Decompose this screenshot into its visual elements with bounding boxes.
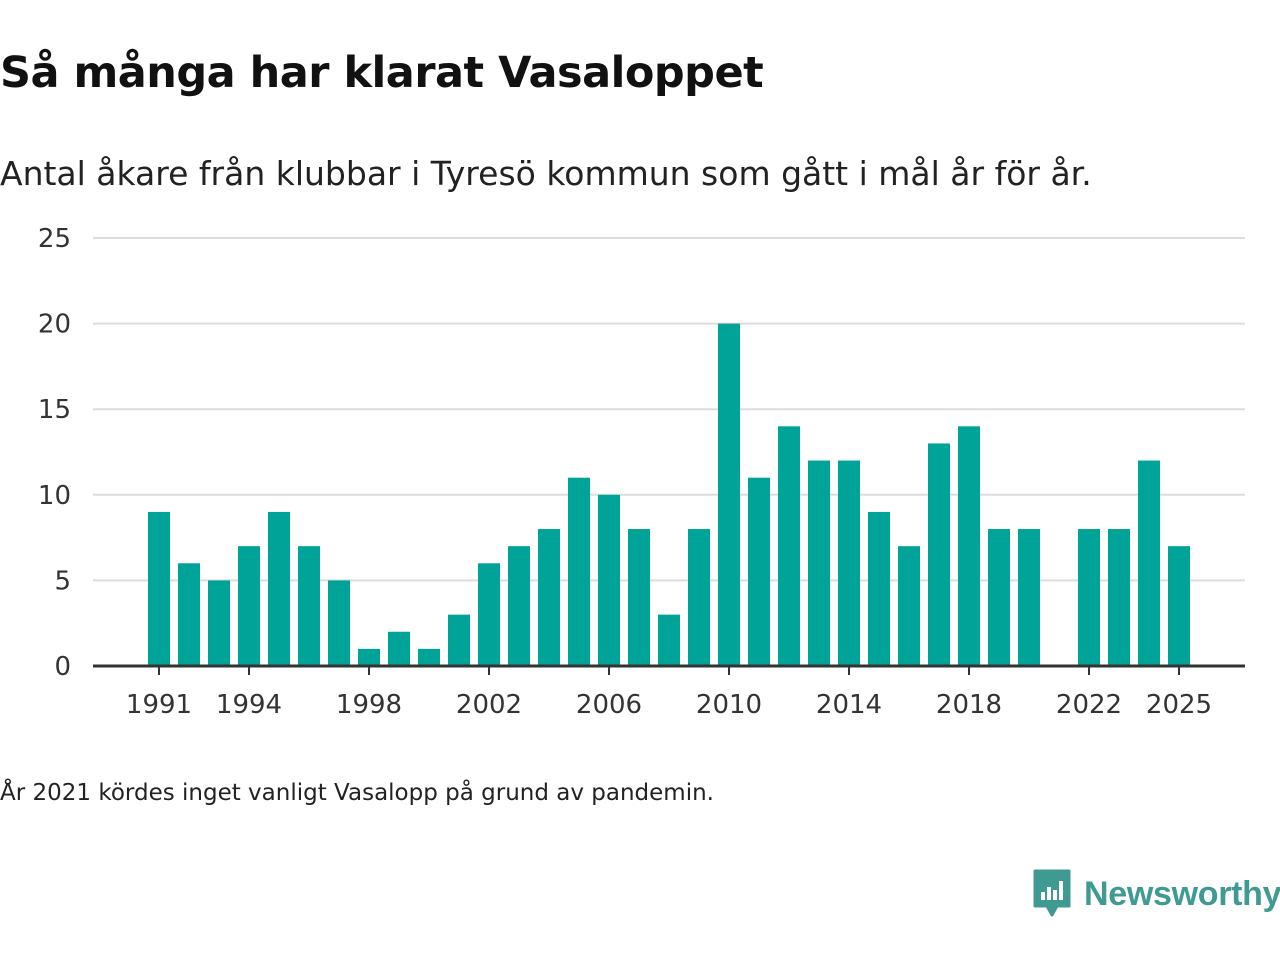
bar-1996 [298,546,320,666]
x-tick-label: 1991 [126,690,192,720]
bar-2009 [688,529,710,666]
bar-2016 [898,546,920,666]
bar-2000 [418,648,440,666]
bar-2007 [628,529,650,666]
bar-2001 [448,614,470,666]
bar-1991 [148,511,170,666]
bar-2023 [1108,529,1130,666]
bar-2025 [1168,546,1190,666]
x-tick-label: 2002 [456,690,522,720]
bar-2024 [1138,460,1160,666]
grid-lines [93,237,1245,582]
bar-2020 [1018,529,1040,666]
bar-1994 [238,546,260,666]
y-axis-labels: 0 5 10 15 20 25 [38,224,71,682]
x-tick-label: 2025 [1146,690,1212,720]
bar-1992 [178,563,200,666]
x-axis-labels: 1991 1994 1998 2002 2006 2010 2014 2018 2022 2025 [126,690,1212,720]
bar-2012 [778,426,800,666]
x-tick-label: 2006 [576,690,642,720]
bar-1999 [388,631,410,666]
brand-name: Newsworthy [1084,874,1280,913]
x-tick-label: 2014 [816,690,882,720]
bar-2013 [808,460,830,666]
bar-2018 [958,426,980,666]
bar-2008 [658,614,680,666]
x-tick-label: 2018 [936,690,1002,720]
bar-1995 [268,511,290,666]
bar-2017 [928,443,950,666]
bar-2002 [478,563,500,666]
x-tick-label: 1994 [216,690,282,720]
x-tick-label: 2010 [696,690,762,720]
chart-footnote: År 2021 kördes inget vanligt Vasalopp på… [0,780,714,806]
y-tick-label: 5 [54,566,71,596]
bar-2014 [838,460,860,666]
bar-2022 [1078,529,1100,666]
x-tick-label: 2022 [1056,690,1122,720]
chart-subtitle: Antal åkare från klubbar i Tyresö kommun… [0,154,1092,193]
bar-1998 [358,648,380,666]
y-tick-label: 15 [38,395,71,425]
bar-2015 [868,511,890,666]
newsworthy-logo-icon [1033,869,1071,917]
bar-2010 [718,323,740,666]
bar-2011 [748,477,770,666]
bars [148,323,1190,666]
bar-2006 [598,494,620,666]
bar-2005 [568,477,590,666]
y-tick-label: 25 [38,224,71,254]
y-tick-label: 10 [38,481,71,511]
brand-logo: Newsworthy [1032,866,1280,922]
chart-title: Så många har klarat Vasaloppet [0,48,764,98]
y-tick-label: 0 [54,652,71,682]
bar-2003 [508,546,530,666]
bar-2019 [988,529,1010,666]
x-axis [93,664,1245,675]
y-tick-label: 20 [38,310,71,340]
bar-1993 [208,580,230,666]
bar-2004 [538,529,560,666]
bar-1997 [328,580,350,666]
x-tick-label: 1998 [336,690,402,720]
